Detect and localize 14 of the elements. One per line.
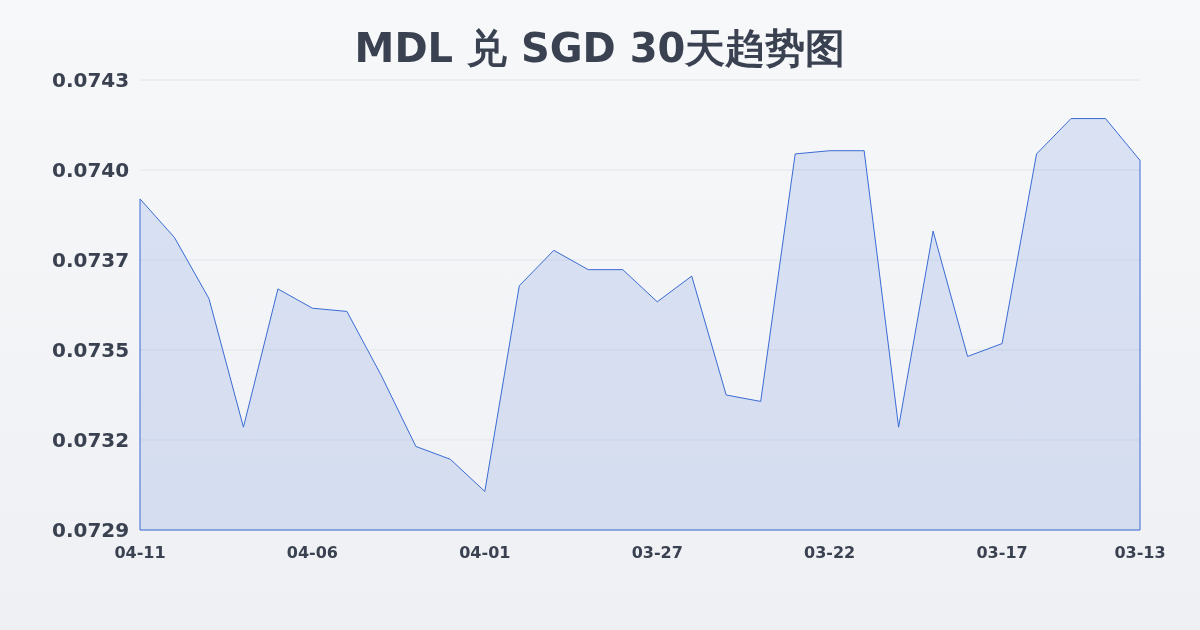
y-tick-label: 0.0740 [52,158,130,182]
x-tick-label: 03-27 [631,543,683,562]
y-tick-label: 0.0732 [52,428,130,452]
y-tick-label: 0.0743 [52,68,130,92]
chart-title: MDL 兑 SGD 30天趋势图 [354,25,846,71]
x-tick-label: 03-22 [804,543,856,562]
x-tick-label: 03-13 [1114,543,1166,562]
y-tick-label: 0.0735 [52,338,130,362]
x-tick-label: 04-11 [114,543,166,562]
x-tick-label: 04-06 [286,543,338,562]
y-tick-label: 0.0729 [52,518,130,542]
y-tick-label: 0.0737 [52,248,130,272]
x-tick-label: 04-01 [459,543,511,562]
x-tick-label: 03-17 [976,543,1028,562]
